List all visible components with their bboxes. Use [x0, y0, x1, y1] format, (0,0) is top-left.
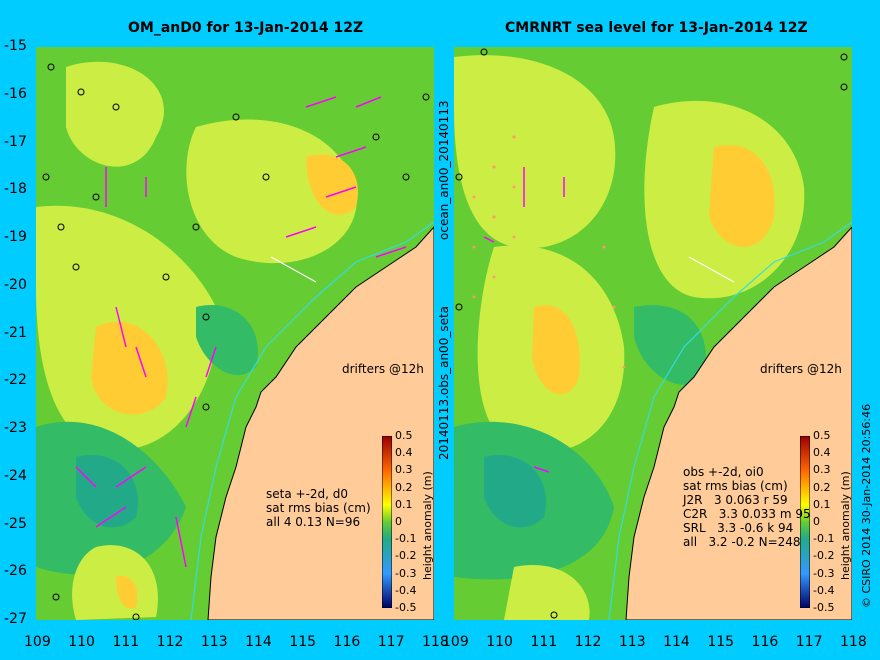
stats-line: sat rms bias (cm) — [683, 479, 788, 493]
x-tick-label: 116 — [333, 634, 361, 650]
x-tick-label: 111 — [112, 634, 140, 650]
left-map-panel — [36, 47, 434, 620]
right-stats-box: obs +-2d, oi0 sat rms bias (cm) J2R 3 0.06… — [683, 465, 811, 549]
colorbar-tick-label: -0.3 — [395, 566, 417, 580]
right-panel-title: CMRNRT sea level for 13-Jan-2014 12Z — [505, 20, 808, 36]
colorbar-tick-label: -0.2 — [813, 549, 835, 563]
y-tick-label: -25 — [4, 515, 27, 532]
colorbar-tick-label: 0.1 — [395, 497, 413, 511]
colorbar-tick-label: -0.2 — [395, 549, 417, 563]
colorbar-tick-label: 0.2 — [813, 480, 831, 494]
x-tick-label: 113 — [200, 634, 228, 650]
colorbar-tick-label: 0.2 — [395, 480, 413, 494]
x-tick-label: 114 — [245, 634, 272, 650]
stats-line: sat rms bias (cm) — [266, 501, 371, 515]
drifter-arrows — [75, 96, 407, 568]
left-stats-box: seta +-2d, d0 sat rms bias (cm) all 4 0.13… — [266, 487, 371, 529]
x-tick-label: 110 — [68, 634, 95, 650]
y-tick-label: -26 — [4, 563, 27, 580]
colorbar-tick-label: 0.5 — [813, 429, 831, 442]
left-colorbar — [382, 436, 392, 608]
x-tick-label: 111 — [530, 634, 558, 650]
colorbar-tick-label: 0.3 — [395, 463, 413, 477]
left-panel-title: OM_anD0 for 13-Jan-2014 12Z — [128, 20, 364, 36]
anomaly-contours — [454, 55, 805, 620]
x-tick-label: 110 — [486, 634, 513, 650]
shelf-contour — [608, 221, 852, 620]
y-tick-label: -17 — [4, 133, 27, 150]
right-colorbar — [800, 436, 810, 608]
colorbar-tick-label: 0.3 — [813, 463, 831, 477]
x-tick-label: 117 — [795, 634, 823, 650]
land-mass — [207, 226, 434, 620]
right-map-panel — [454, 47, 852, 620]
left-colorbar-title: height anomaly (m) — [421, 471, 434, 580]
y-tick-label: -21 — [4, 324, 27, 341]
stats-line: all 4 0.13 N=96 — [266, 515, 361, 529]
colorbar-tick-label: -0.4 — [395, 583, 417, 597]
colorbar-tick-label: -0.5 — [813, 601, 835, 614]
colorbar-tick-label: 0.5 — [395, 429, 413, 442]
x-tick-label: 117 — [377, 634, 405, 650]
y-tick-label: -15 — [4, 38, 27, 54]
anomaly-contours — [36, 61, 358, 620]
left-drifters-label: drifters @12h — [342, 362, 424, 376]
x-tick-label: 118 — [422, 634, 449, 650]
colorbar-tick-label: 0 — [395, 515, 402, 528]
y-tick-label: -19 — [4, 229, 27, 245]
obs-run-label: 20140113.obs_an00_seta — [437, 305, 451, 460]
colorbar-tick-label: -0.1 — [813, 532, 835, 546]
y-tick-label: -20 — [4, 276, 27, 293]
stats-line: obs +-2d, oi0 — [683, 465, 764, 479]
y-tick-label: -16 — [4, 85, 27, 102]
colorbar-tick-label: 0 — [813, 515, 820, 528]
x-tick-label: 113 — [618, 634, 646, 650]
x-tick-label: 112 — [156, 634, 184, 650]
land-mass — [625, 226, 852, 620]
colorbar-tick-label: 0.4 — [813, 446, 831, 460]
y-tick-label: -27 — [4, 611, 27, 627]
right-colorbar-title: height anomaly (m) — [839, 471, 852, 580]
shelf-contour — [190, 221, 434, 620]
colorbar-tick-label: 0.4 — [395, 446, 413, 460]
x-tick-label: 115 — [289, 634, 317, 650]
y-tick-label: -22 — [4, 372, 27, 389]
y-tick-label: -23 — [4, 420, 27, 436]
x-tick-label: 112 — [574, 634, 602, 650]
ocean-run-label: ocean_an00_20140113 — [437, 100, 451, 240]
colorbar-tick-label: -0.4 — [813, 583, 835, 597]
x-tick-label: 109 — [24, 634, 51, 650]
x-tick-label: 114 — [663, 634, 690, 650]
copyright-label: © CSIRO 2014 30-Jan-2014 20:56:46 — [860, 403, 873, 608]
stats-line: seta +-2d, d0 — [266, 487, 349, 501]
stats-line: all 3.2 -0.2 N=248 — [683, 535, 801, 549]
right-drifters-label: drifters @12h — [760, 362, 842, 376]
stats-line: SRL 3.3 -0.6 k 94 — [683, 521, 794, 535]
satellite-track-dots — [472, 135, 626, 369]
drifter-tracks — [483, 167, 565, 473]
colorbar-tick-label: -0.3 — [813, 566, 835, 580]
colorbar-tick-label: -0.5 — [395, 601, 417, 614]
stats-line: C2R 3.3 0.033 m 95 — [683, 507, 811, 521]
colorbar-tick-label: -0.1 — [395, 532, 417, 546]
observation-circles — [455, 48, 848, 619]
colorbar-tick-label: 0.1 — [813, 497, 831, 511]
y-tick-label: -18 — [4, 181, 27, 198]
x-tick-label: 109 — [442, 634, 469, 650]
y-tick-label: -24 — [4, 467, 27, 484]
x-tick-label: 116 — [751, 634, 779, 650]
observation-circles — [42, 63, 430, 620]
x-tick-label: 115 — [707, 634, 735, 650]
stats-line: J2R 3 0.063 r 59 — [683, 493, 788, 507]
x-tick-label: 118 — [840, 634, 867, 650]
